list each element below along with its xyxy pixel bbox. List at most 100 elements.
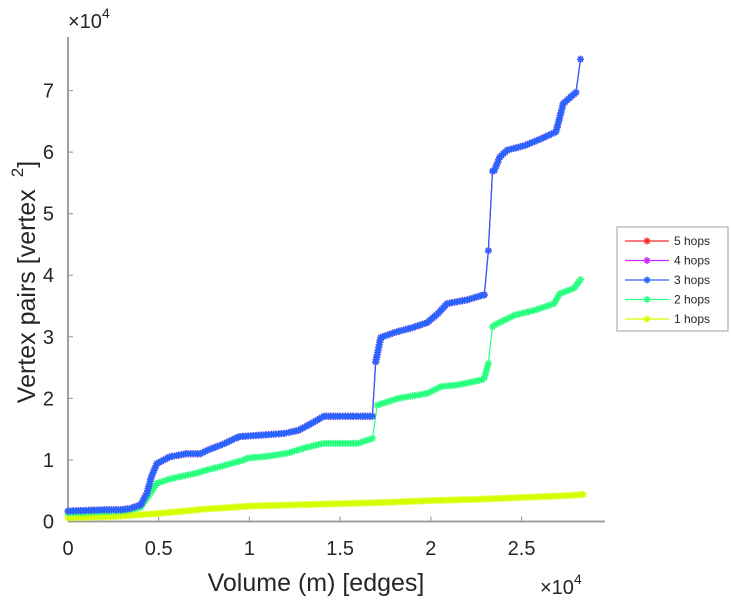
data-point-marker [494,158,502,166]
x-ticks: 0 0.5 1 1.5 2 2.5 [62,516,535,560]
data-point-marker [506,313,514,321]
data-point-marker [495,319,503,327]
x-axis-label: Volume (m) [edges] [208,569,425,597]
legend-item: 2 hops [625,293,710,307]
data-point-marker [528,138,536,146]
data-point-marker [563,287,571,295]
data-point-marker [228,436,236,444]
data-point-marker [490,321,498,329]
legend-label: 2 hops [674,293,710,307]
data-point-marker [142,492,150,500]
data-point-marker [368,412,376,420]
data-point-marker [159,477,167,485]
legend-item: 4 hops [625,254,710,268]
y-tick-label: 1 [43,450,54,472]
data-point-marker [153,479,161,487]
axes [67,37,605,523]
data-point-marker [381,332,389,340]
x-tick-label: 1 [244,538,255,560]
data-point-marker [218,441,226,449]
data-point-marker [423,389,431,397]
data-point-marker [508,312,516,320]
data-point-marker [221,439,229,447]
data-point-marker [411,323,419,331]
data-point-marker [577,55,585,63]
x-tick-label: 0 [62,538,73,560]
data-point-marker [468,294,476,302]
data-point-marker [384,331,392,339]
y-ticks: 0 1 2 3 4 5 6 7 [43,81,73,534]
data-point-marker [147,473,155,481]
data-point-marker [484,247,492,255]
data-point-marker [504,315,512,323]
data-point-marker [225,437,233,445]
data-point-marker [216,441,224,449]
data-point-marker [194,469,202,477]
data-point-marker [196,450,204,458]
data-point-marker [643,276,651,284]
data-point-marker [380,399,388,407]
data-point-marker [373,401,381,409]
data-point-marker [470,294,478,302]
legend-label: 5 hops [674,234,710,248]
data-point-marker [430,386,438,394]
series-lines [64,55,587,522]
data-point-marker [579,490,587,498]
data-point-marker [204,446,212,454]
data-point-marker [547,130,555,138]
data-point-marker [387,397,395,405]
data-point-marker [137,501,145,509]
series-1-hops [64,490,587,522]
data-point-marker [492,162,500,170]
data-point-marker [568,285,576,293]
data-point-marker [643,296,651,303]
data-point-marker [550,129,558,137]
data-point-marker [213,442,221,450]
x-tick-label: 2 [425,538,436,560]
data-point-marker [491,164,499,172]
data-point-marker [643,237,651,245]
data-point-marker [538,135,546,143]
data-point-marker [211,443,219,451]
data-point-marker [477,292,485,300]
legend-label: 4 hops [674,254,710,268]
data-point-marker [128,504,136,512]
data-point-marker [524,140,532,148]
data-point-marker [556,290,564,298]
data-point-marker [465,295,473,303]
data-point-marker [533,137,541,145]
data-point-marker [199,467,207,475]
data-point-marker [490,167,498,175]
data-point-marker [199,449,207,457]
data-point-marker [376,400,384,408]
data-point-marker [378,400,386,408]
data-point-marker [132,502,140,510]
data-point-marker [366,435,374,443]
data-point-marker [390,396,398,404]
data-point-marker [196,468,204,476]
data-point-marker [435,384,443,392]
legend-item: 1 hops [625,312,710,326]
data-point-marker [206,445,214,453]
data-point-marker [521,141,529,149]
data-point-marker [495,155,503,163]
data-point-marker [543,302,551,310]
data-point-marker [140,494,148,502]
data-point-marker [148,470,156,478]
series-line [67,279,581,514]
data-point-marker [368,434,376,442]
data-point-marker [377,333,385,341]
data-point-marker [388,329,396,337]
data-point-marker [538,304,546,312]
data-point-marker [432,385,440,393]
data-point-marker [501,316,509,324]
data-point-marker [138,499,146,507]
data-point-marker [409,324,417,332]
data-point-marker [480,291,488,299]
data-point-marker [364,436,372,444]
data-point-marker [134,502,142,510]
y-tick-label: 4 [43,265,54,287]
y-tick-label: 0 [43,512,54,534]
data-point-marker [150,466,158,474]
data-point-marker [493,160,501,168]
